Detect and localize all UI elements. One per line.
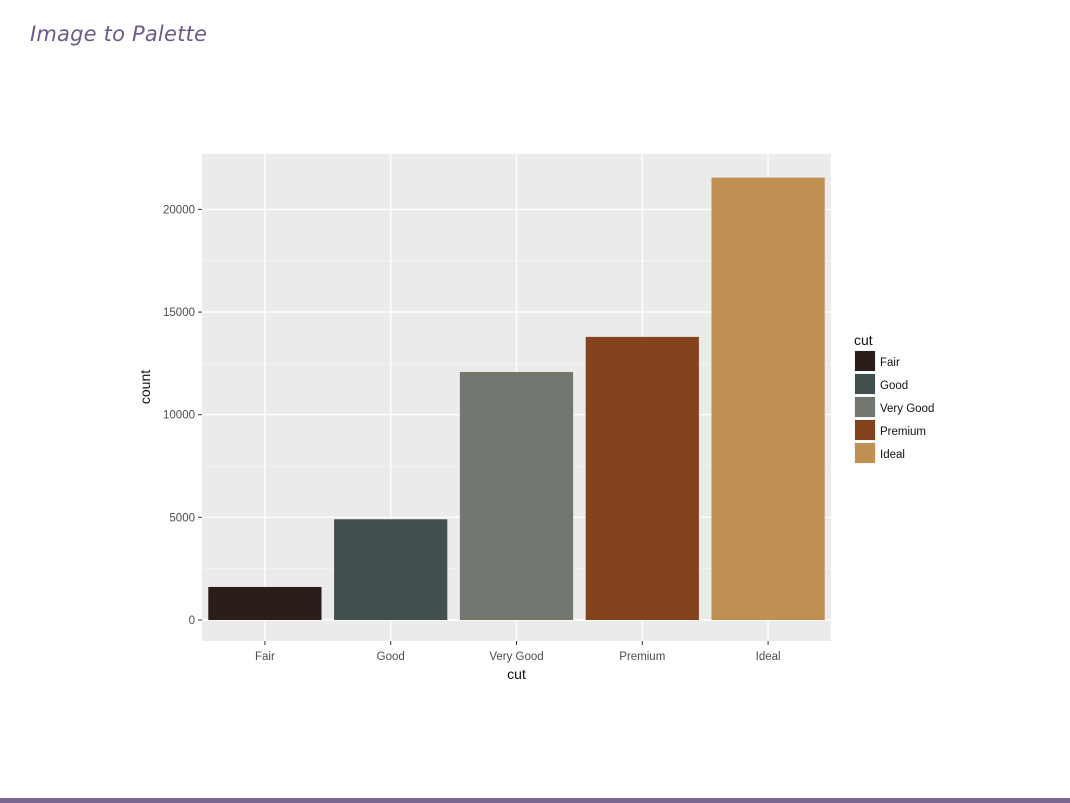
x-tick-label: Good [377,651,405,663]
bottom-accent-bar [0,798,1070,803]
y-tick-label: 20000 [163,204,195,216]
x-tick-label: Very Good [489,651,543,663]
slide-title: Image to Palette [30,22,208,46]
legend-entry-label: Premium [880,426,926,438]
legend-swatch [855,397,875,417]
bar-good [334,519,448,620]
x-tick-label: Premium [619,651,665,663]
legend-entry-label: Very Good [880,403,934,415]
legend-swatch [855,351,875,371]
legend-swatch [855,420,875,440]
legend-swatch [855,443,875,463]
bar-ideal [711,177,825,620]
bar-premium [585,336,699,620]
bar-very-good [459,371,574,620]
y-axis-label: count [137,370,153,404]
y-tick-label: 15000 [163,307,195,319]
legend-swatch [855,374,875,394]
legend-title: cut [854,332,873,348]
legend-entry-label: Fair [880,357,900,369]
y-tick-label: 5000 [169,512,195,524]
x-tick-label: Ideal [756,651,781,663]
legend-entry-label: Good [880,380,908,392]
x-tick-label: Fair [255,651,275,663]
x-axis-label: cut [507,666,526,682]
y-tick-label: 10000 [163,410,195,422]
bar-fair [208,586,322,620]
y-tick-label: 0 [189,615,195,627]
legend-entry-label: Ideal [880,449,905,461]
